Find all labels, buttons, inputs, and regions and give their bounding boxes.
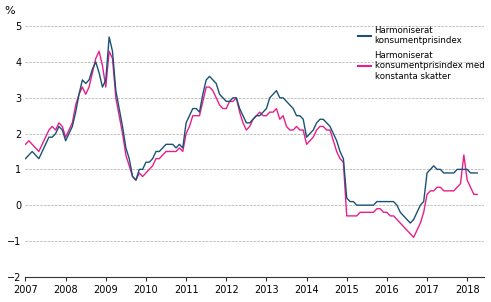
Legend: Harmoniserat
konsumentprisindex, Harmoniserat
konsumentprisindex med
konstanta s: Harmoniserat konsumentprisindex, Harmoni… bbox=[358, 26, 484, 81]
Text: %: % bbox=[5, 6, 16, 16]
